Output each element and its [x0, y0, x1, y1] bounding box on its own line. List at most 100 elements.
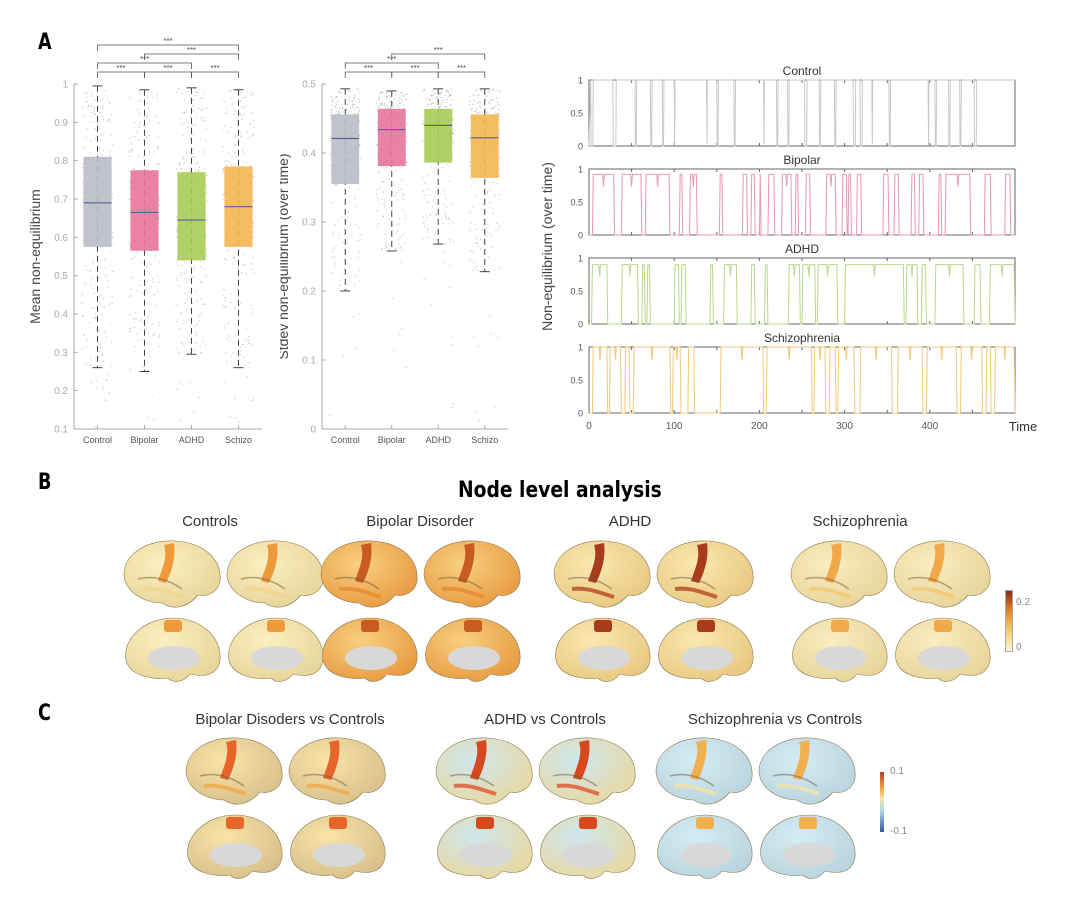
brain-medial-left	[437, 814, 533, 879]
brain-region	[697, 620, 715, 632]
brain-region	[306, 783, 350, 796]
x-tick-label: ADHD	[179, 435, 205, 445]
y-tick-label: 0.1	[54, 425, 68, 436]
y-tick-label: 0.5	[302, 80, 316, 91]
y-tick-label: 0.5	[54, 271, 68, 282]
brain-medial-left	[125, 617, 221, 682]
brain-region	[355, 543, 372, 583]
brain-lateral-right	[758, 737, 856, 805]
brain-title-controls: Controls	[182, 513, 238, 530]
brain-region	[458, 543, 475, 583]
brain-title-bipolar: Bipolar Disorder	[366, 513, 474, 530]
brain-region	[453, 783, 497, 796]
y-tick-label: 0.6	[54, 233, 68, 244]
brain-region	[261, 543, 278, 583]
series-title: Control	[783, 64, 822, 78]
brain-medial-right	[658, 617, 754, 682]
significance-bracket	[191, 71, 239, 78]
brain-region	[470, 740, 487, 780]
series-control: Control 0 0.5 1	[570, 64, 1016, 152]
significance-bracket	[97, 44, 239, 51]
brain-medial-right	[228, 617, 324, 682]
brain-medial-wall	[680, 843, 732, 867]
x-tick-label: Control	[331, 435, 360, 445]
brain-region	[329, 817, 347, 829]
significance-label: ***	[364, 64, 373, 73]
brain-title-schizophrenia: Schizophrenia	[812, 513, 908, 530]
brain-region	[673, 783, 717, 796]
brain-region	[464, 620, 482, 632]
y-tick-label: 0.5	[570, 109, 583, 119]
section-b-title: Node level analysis	[457, 478, 662, 503]
brain-lateral-right	[226, 540, 324, 608]
brain-medial-wall	[563, 843, 615, 867]
y-tick-label: 1	[578, 343, 583, 353]
brain-sulcus	[334, 576, 380, 590]
brain-medial-wall	[210, 843, 262, 867]
y-tick-label: 0	[578, 142, 583, 152]
x-tick-label: ADHD	[425, 435, 451, 445]
y-axis-label: Non-equilibrium (over time)	[539, 162, 555, 331]
brain-region	[928, 543, 945, 583]
brain-title-adhd: ADHD	[608, 513, 652, 530]
significance-bracket	[437, 71, 486, 78]
brain-sulcus	[240, 576, 286, 590]
brain-region	[808, 586, 852, 599]
brain-medial-wall	[681, 646, 733, 670]
brain-title-adhd-vs-controls: ADHD vs Controls	[484, 711, 606, 728]
brain-region	[911, 586, 955, 599]
brain-sulcus	[669, 773, 715, 787]
brain-medial-right	[540, 814, 636, 879]
y-tick-label: 1	[62, 80, 68, 91]
series-line	[589, 264, 1016, 325]
brain-lateral-right	[893, 540, 991, 608]
box-bipolar	[130, 170, 159, 251]
brain-region	[476, 817, 494, 829]
box-adhd	[424, 108, 453, 163]
brain-region	[793, 740, 810, 780]
plot-frame	[588, 168, 1016, 236]
brain-medial-right	[760, 814, 856, 879]
significance-label: ***	[187, 46, 196, 55]
brain-medial-wall	[448, 646, 500, 670]
colorbar-b-min: 0	[1016, 642, 1022, 653]
significance-label: ***	[116, 64, 125, 73]
brain-medial-wall	[918, 646, 970, 670]
brain-region	[571, 586, 615, 599]
significance-label: ***	[457, 64, 466, 73]
brain-region	[696, 817, 714, 829]
brain-region	[573, 740, 590, 780]
series-line	[589, 173, 1015, 236]
brain-medial-left	[657, 814, 753, 879]
brain-sulcus	[670, 576, 716, 590]
significance-label: ***	[210, 64, 219, 73]
box-control	[83, 156, 112, 247]
brain-sulcus	[199, 773, 245, 787]
brain-region	[799, 817, 817, 829]
colorbar-c-max: 0.1	[890, 766, 904, 777]
brain-sulcus	[437, 576, 483, 590]
x-tick-label: 300	[836, 421, 853, 432]
brain-region	[934, 620, 952, 632]
brain-lateral-right	[656, 540, 754, 608]
plot-frame	[588, 79, 1016, 147]
brain-region	[323, 740, 340, 780]
brain-title-bipolar-vs-controls: Bipolar Disoders vs Controls	[195, 711, 385, 728]
box-adhd	[177, 172, 206, 261]
y-tick-label: 0.2	[54, 386, 68, 397]
y-tick-label: 0.5	[570, 376, 583, 386]
brain-region	[691, 543, 708, 583]
brain-region	[825, 543, 842, 583]
y-tick-label: 0	[578, 231, 583, 241]
y-axis-label: Stdev non-equilibrium (over time)	[280, 153, 291, 359]
significance-label: ***	[434, 46, 443, 55]
series-line	[588, 79, 1015, 147]
y-tick-label: 1	[578, 254, 583, 264]
brain-medial-left	[322, 617, 418, 682]
box-bipolar	[377, 108, 406, 167]
significance-bracket	[391, 53, 486, 60]
brain-region	[141, 586, 185, 599]
brain-region	[158, 543, 175, 583]
brain-region	[361, 620, 379, 632]
y-tick-label: 0	[578, 320, 583, 330]
